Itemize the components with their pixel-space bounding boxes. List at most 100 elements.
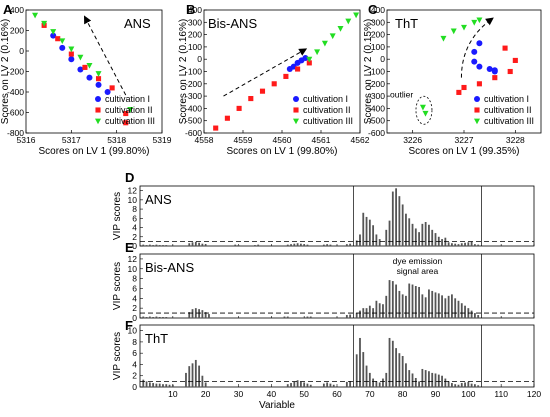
vip-bar bbox=[454, 384, 457, 387]
plot-frame bbox=[139, 185, 535, 247]
legend-entry: cultivation III bbox=[303, 116, 353, 126]
vip-bar bbox=[447, 295, 450, 318]
vip-bar bbox=[237, 245, 240, 246]
vip-bar bbox=[286, 244, 289, 246]
x-tick-label: 50 bbox=[299, 389, 309, 399]
y-tick-label: 10 bbox=[128, 195, 138, 205]
vip-bar bbox=[254, 245, 256, 246]
vip-bar bbox=[332, 384, 335, 387]
y-tick-label: 400 bbox=[371, 5, 385, 15]
data-point bbox=[248, 96, 254, 102]
vip-bar bbox=[194, 308, 197, 318]
vip-bar bbox=[470, 241, 473, 246]
x-axis-title: Scores on LV 1 (99.80%) bbox=[227, 146, 338, 157]
y-tick-label: -200 bbox=[368, 79, 385, 89]
vip-bar bbox=[424, 222, 427, 246]
data-point bbox=[353, 12, 360, 19]
vip-bar bbox=[477, 244, 480, 246]
vip-bar bbox=[457, 384, 460, 387]
x-tick-label: 30 bbox=[234, 389, 244, 399]
y-tick-label: 100 bbox=[371, 42, 385, 52]
data-point bbox=[127, 107, 134, 113]
vip-bar bbox=[152, 383, 155, 387]
vip-bar bbox=[372, 225, 375, 246]
vip-bar bbox=[451, 294, 453, 318]
vip-bar bbox=[355, 313, 358, 318]
vip-bar bbox=[401, 356, 404, 387]
vip-bar bbox=[451, 243, 453, 246]
y-tick-label: 8 bbox=[132, 337, 137, 347]
y-tick-label: 6 bbox=[132, 283, 137, 293]
vip-bar bbox=[152, 317, 155, 318]
vip-bar bbox=[306, 244, 309, 246]
vip-bar bbox=[155, 316, 158, 318]
panel-letter-c: C bbox=[368, 2, 378, 17]
vip-bar bbox=[418, 286, 420, 318]
data-point bbox=[502, 45, 508, 51]
vip-bar bbox=[421, 294, 424, 318]
vip-bar bbox=[408, 218, 411, 246]
data-point bbox=[59, 38, 66, 45]
vip-bar bbox=[437, 374, 440, 387]
data-point bbox=[95, 71, 102, 77]
vip-bar bbox=[188, 243, 191, 246]
y-tick-label: 200 bbox=[10, 26, 24, 36]
vip-bar bbox=[349, 314, 352, 318]
x-tick-label: 40 bbox=[267, 389, 277, 399]
data-point bbox=[321, 40, 328, 47]
vip-bar bbox=[198, 242, 201, 246]
y-tick-label: -800 bbox=[7, 128, 24, 138]
vip-bar bbox=[191, 363, 194, 387]
vip-bar bbox=[359, 234, 361, 246]
x-tick-label: 80 bbox=[398, 389, 408, 399]
panel-letter-e: E bbox=[125, 240, 134, 255]
vip-bar bbox=[473, 384, 476, 387]
vip-bar bbox=[385, 229, 388, 246]
outlier-label: outlier bbox=[390, 89, 413, 99]
data-point bbox=[422, 110, 429, 117]
y-tick-label: 8 bbox=[132, 274, 137, 284]
y-tick-label: -500 bbox=[368, 116, 385, 126]
x-tick-label: 5318 bbox=[107, 135, 126, 145]
vip-bar bbox=[385, 295, 388, 318]
vip-bar bbox=[411, 284, 414, 318]
data-point bbox=[476, 81, 482, 87]
x-tick-label: 20 bbox=[201, 389, 211, 399]
vip-bar bbox=[162, 245, 164, 246]
data-point bbox=[476, 17, 483, 24]
data-point bbox=[486, 66, 493, 73]
y-tick-label: -600 bbox=[368, 128, 385, 138]
bars bbox=[142, 280, 480, 318]
vip-bar bbox=[431, 229, 434, 246]
series-cultivation-i bbox=[471, 40, 498, 75]
vip-bar bbox=[201, 375, 204, 387]
legend-marker bbox=[474, 107, 480, 113]
vip-bar bbox=[388, 337, 391, 387]
vip-bar bbox=[365, 365, 368, 387]
y-tick-label: -600 bbox=[185, 128, 202, 138]
x-tick-label: 5317 bbox=[62, 135, 81, 145]
vip-bar bbox=[162, 317, 164, 318]
vip-bar bbox=[368, 219, 371, 246]
vip-bar bbox=[355, 354, 358, 387]
vip-bar bbox=[460, 243, 463, 246]
vip-bar bbox=[329, 383, 332, 387]
data-point bbox=[283, 73, 289, 79]
vip-bar bbox=[470, 310, 473, 318]
data-point bbox=[419, 104, 426, 111]
x-tick-label: 4558 bbox=[195, 135, 214, 145]
data-point bbox=[109, 85, 115, 91]
vip-bar bbox=[355, 240, 358, 246]
vip-bar bbox=[444, 378, 447, 387]
vip-bar bbox=[414, 286, 417, 318]
data-point bbox=[68, 46, 75, 53]
vip-bar bbox=[208, 314, 210, 318]
legend-marker bbox=[293, 118, 299, 125]
data-point bbox=[476, 40, 483, 47]
x-tick-label: 4559 bbox=[234, 135, 253, 145]
vip-bar bbox=[388, 220, 391, 246]
data-point bbox=[440, 35, 447, 42]
